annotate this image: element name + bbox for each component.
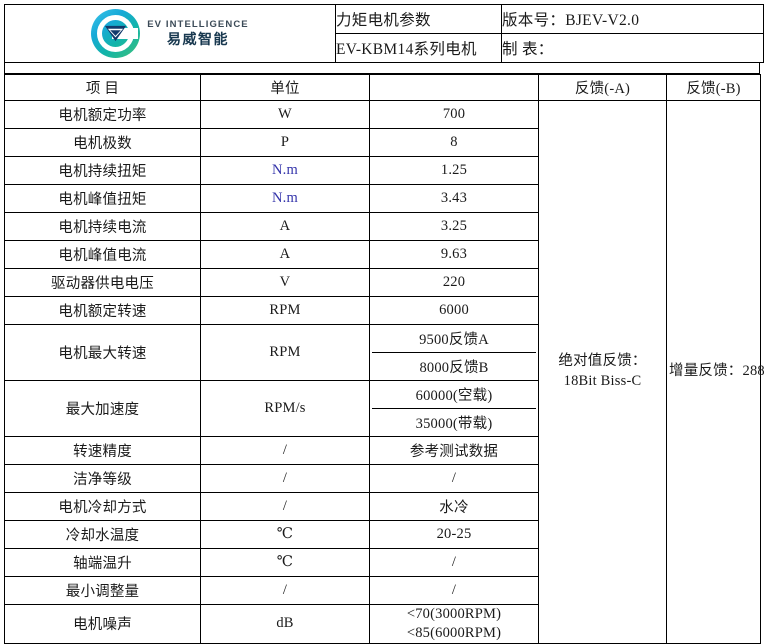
row-unit: V — [200, 268, 370, 297]
document-header-table: EV INTELLIGENCE 易威智能 力矩电机参数 版本号：BJEV-V2.… — [4, 4, 764, 63]
row-item-label: 最小调整量 — [4, 576, 201, 605]
row-value: 3.25 — [369, 212, 539, 241]
row-value: 9.63 — [369, 240, 539, 269]
column-header-feedback-a: 反馈(-A) — [538, 74, 667, 101]
document-page: EV INTELLIGENCE 易威智能 力矩电机参数 版本号：BJEV-V2.… — [4, 4, 764, 644]
row-item-label: 冷却水温度 — [4, 520, 201, 549]
version-label: 版本号：BJEV-V2.0 — [501, 4, 764, 34]
logo-text-english: EV INTELLIGENCE — [147, 19, 249, 31]
row-item-label: 洁净等级 — [4, 464, 201, 493]
table-row: 电机额定功率 W 700 绝对值反馈： 18Bit Biss-C 增量反馈：28… — [4, 100, 764, 644]
logo-text-chinese: 易威智能 — [166, 31, 229, 48]
row-unit: N.m — [200, 156, 370, 185]
feedback-b-value: 增量反馈：2880线 — [666, 100, 764, 644]
header-table-spacer — [4, 63, 760, 74]
row-value: 水冷 — [369, 492, 539, 521]
row-unit: RPM — [200, 324, 370, 381]
table-row: 驱动器供电电压 V 220 — [4, 268, 761, 297]
row-unit: / — [200, 464, 370, 493]
row-unit: / — [200, 576, 370, 605]
row-value: 6000 — [369, 296, 539, 325]
row-value: / — [369, 576, 539, 605]
logo-text: EV INTELLIGENCE 易威智能 — [147, 20, 248, 47]
row-value: 700 — [369, 100, 539, 129]
feedback-a-line2: 18Bit Biss-C — [563, 372, 642, 389]
row-value: 1.25 — [369, 156, 539, 185]
row-value-split: 60000(空载) 35000(带载) — [369, 380, 539, 437]
row-item-label: 电机峰值电流 — [4, 240, 201, 269]
row-item-label: 电机持续扭矩 — [4, 156, 201, 185]
column-header-unit: 单位 — [200, 74, 370, 101]
row-value-bottom: <85(6000RPM) — [406, 624, 502, 641]
table-row: 洁净等级 / / — [4, 464, 761, 493]
row-unit: A — [200, 212, 370, 241]
table-row: 最小调整量 / / — [4, 576, 761, 605]
row-value: / — [369, 548, 539, 577]
row-value: 3.43 — [369, 184, 539, 213]
table-row: 电机持续电流 A 3.25 — [4, 212, 761, 241]
table-row: 转速精度 / 参考测试数据 — [4, 436, 761, 465]
row-item-label: 电机峰值扭矩 — [4, 184, 201, 213]
row-item-label: 转速精度 — [4, 436, 201, 465]
row-item-label: 电机冷却方式 — [4, 492, 201, 521]
feedback-a-line1: 绝对值反馈： — [558, 353, 647, 370]
row-unit: N.m — [200, 184, 370, 213]
row-item-label: 驱动器供电电压 — [4, 268, 201, 297]
row-unit: ℃ — [200, 548, 370, 577]
row-value-top: 9500反馈A — [372, 325, 536, 353]
table-row: 电机持续扭矩 N.m 1.25 — [4, 156, 761, 185]
row-value-stacked: <70(3000RPM) <85(6000RPM) — [369, 604, 539, 644]
author-label: 制 表： — [501, 33, 764, 63]
row-value: / — [369, 464, 539, 493]
feedback-a-value: 绝对值反馈： 18Bit Biss-C — [538, 100, 667, 644]
row-value-bottom: 35000(带载) — [415, 416, 493, 432]
row-item-label: 电机持续电流 — [4, 212, 201, 241]
row-value-split: 9500反馈A 8000反馈B — [369, 324, 539, 381]
row-value-bottom: 8000反馈B — [419, 360, 489, 376]
row-item-label: 电机最大转速 — [4, 324, 201, 381]
row-value-top: <70(3000RPM) — [406, 606, 502, 622]
row-item-label: 电机噪声 — [4, 604, 201, 644]
row-item-label: 轴端温升 — [4, 548, 201, 577]
row-value-top: 60000(空载) — [372, 381, 536, 409]
table-header-row: 项 目 单位 反馈(-A) 反馈(-B) — [4, 74, 761, 101]
chevron-arrow-icon — [105, 25, 127, 42]
row-unit: dB — [200, 604, 370, 644]
header-row-top: EV INTELLIGENCE 易威智能 力矩电机参数 版本号：BJEV-V2.… — [4, 4, 764, 63]
row-item-label: 电机额定功率 — [4, 100, 201, 129]
column-header-value — [369, 74, 539, 101]
company-logo: EV INTELLIGENCE 易威智能 — [5, 6, 335, 62]
row-unit: / — [200, 436, 370, 465]
row-unit: A — [200, 240, 370, 269]
row-unit: / — [200, 492, 370, 521]
logo-cell: EV INTELLIGENCE 易威智能 — [4, 4, 336, 63]
table-row: 电机峰值电流 A 9.63 — [4, 240, 761, 269]
row-unit: W — [200, 100, 370, 129]
header-row-bottom: EV-KBM14系列电机 制 表： — [5, 33, 764, 63]
document-subtitle: EV-KBM14系列电机 — [335, 33, 502, 63]
row-unit: RPM/s — [200, 380, 370, 437]
document-title: 力矩电机参数 — [335, 4, 502, 34]
row-item-label: 电机额定转速 — [4, 296, 201, 325]
row-value: 20-25 — [369, 520, 539, 549]
row-unit: P — [200, 128, 370, 157]
column-header-feedback-b: 反馈(-B) — [666, 74, 761, 101]
ev-intelligence-logo-icon — [91, 9, 141, 58]
row-unit: ℃ — [200, 520, 370, 549]
row-value: 8 — [369, 128, 539, 157]
row-item-label: 电机极数 — [4, 128, 201, 157]
table-row: 电机峰值扭矩 N.m 3.43 — [4, 184, 761, 213]
row-item-label: 最大加速度 — [4, 380, 201, 437]
row-value: 220 — [369, 268, 539, 297]
row-unit: RPM — [200, 296, 370, 325]
table-row: 冷却水温度 ℃ 20-25 — [4, 520, 761, 549]
motor-specification-table: 项 目 单位 反馈(-A) 反馈(-B) 电机额定功率 W 700 绝对值反馈：… — [4, 74, 764, 644]
column-header-item: 项 目 — [4, 74, 201, 101]
row-value: 参考测试数据 — [369, 436, 539, 465]
